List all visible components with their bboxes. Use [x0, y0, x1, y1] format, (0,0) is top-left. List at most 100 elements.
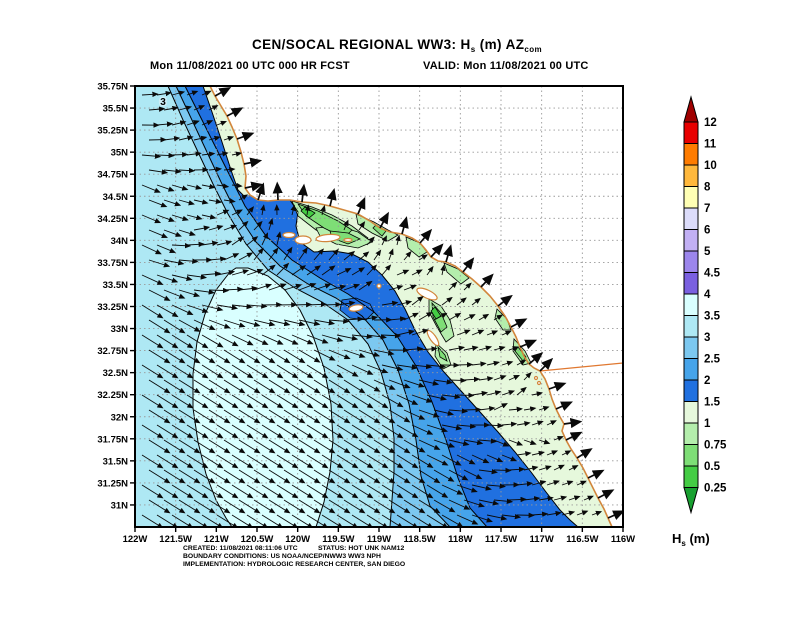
lon-tick-label: 118.5W — [404, 534, 436, 545]
colorbar-cell — [684, 273, 698, 295]
colorbar-over-arrow — [684, 97, 698, 122]
colorbar-cell — [684, 337, 698, 359]
lat-tick-label: 33N — [111, 324, 129, 335]
colorbar-tick-label: 1 — [704, 418, 711, 430]
colorbar-cell — [684, 122, 698, 144]
colorbar-tick-label: 0.5 — [704, 461, 721, 473]
colorbar-tick-label: 4.5 — [704, 268, 721, 280]
island — [535, 377, 538, 380]
colorbar-cell — [684, 423, 698, 445]
colorbar-tick-label: 1.5 — [704, 397, 721, 409]
lat-tick-label: 35.5N — [103, 104, 128, 115]
us-mexico-border — [540, 363, 623, 371]
colorbar-tick-label: 0.75 — [704, 440, 727, 452]
colorbar-title: Hs (m) — [672, 531, 710, 548]
lat-tick-label: 35N — [111, 148, 129, 159]
coastal-wave-arrow — [446, 247, 451, 262]
boundary-conditions-text: BOUNDARY CONDITIONS: US NOAA/NCEP/NWW3 W… — [183, 553, 381, 560]
coastal-wave-arrow — [588, 471, 602, 478]
island — [344, 239, 352, 242]
coastal-wave-arrow — [431, 245, 442, 257]
plot-footer: CREATED: 11/08/2021 08:11:06 UTC STATUS:… — [183, 545, 405, 568]
lat-tick-label: 34.5N — [103, 192, 128, 203]
lon-tick-label: 120W — [285, 534, 310, 545]
lat-tick-label: 31.25N — [97, 478, 128, 489]
coastal-wave-arrow — [358, 199, 364, 214]
colorbar-tick-label: 3 — [704, 332, 710, 344]
lon-tick-label: 122W — [123, 534, 148, 545]
status-text: STATUS: HOT UNK NAM12 — [318, 545, 404, 552]
colorbar-cell — [684, 144, 698, 166]
lon-tick-label: 117.5W — [485, 534, 517, 545]
coastal-wave-arrow — [608, 512, 623, 518]
island — [538, 382, 541, 385]
colorbar-cell — [684, 251, 698, 273]
lat-tick-label: 35.75N — [97, 82, 128, 93]
colorbar-tick-label: 4 — [704, 289, 711, 301]
colorbar-cell — [684, 402, 698, 424]
colorbar-cell — [684, 316, 698, 338]
colorbar-tick-label: 2 — [704, 375, 710, 387]
lon-tick-label: 117W — [530, 534, 554, 545]
implementation-text: IMPLEMENTATION: HYDROLOGIC RESEARCH CENT… — [183, 561, 405, 568]
lon-tick-label: 116.5W — [566, 534, 598, 545]
page-title: CEN/SOCAL REGIONAL WW3: Hs (m) AZcom — [252, 37, 542, 54]
colorbar-under-arrow — [684, 488, 698, 513]
coastal-wave-arrow — [598, 491, 612, 498]
coastal-wave-arrow — [463, 259, 473, 272]
colorbar-tick-label: 10 — [704, 160, 717, 172]
coastal-wave-arrow — [302, 186, 304, 202]
colorbar-tick-label: 5 — [704, 246, 711, 258]
colorbar-tick-label: 8 — [704, 182, 711, 194]
coastal-wave-arrow — [529, 354, 541, 364]
coastal-wave-arrow — [520, 341, 535, 347]
lat-tick-label: 32.5N — [103, 368, 128, 379]
colorbar-cell — [684, 380, 698, 402]
island — [283, 233, 295, 238]
island — [377, 284, 381, 288]
coastal-wave-arrow — [277, 184, 278, 200]
colorbar-cell — [684, 359, 698, 381]
coastal-wave-arrow — [481, 275, 492, 287]
contour-label-3: 3 — [160, 97, 166, 108]
coastal-wave-arrow — [566, 433, 580, 440]
lat-tick-label: 34.25N — [97, 214, 128, 225]
colorbar-tick-label: 12 — [704, 117, 717, 129]
coastal-wave-arrow — [549, 384, 564, 389]
coastal-wave-arrow — [511, 320, 525, 327]
coastal-wave-arrow — [330, 190, 334, 206]
colorbar-cell — [684, 187, 698, 209]
colorbar-tick-label: 11 — [704, 139, 717, 151]
coastal-wave-arrow — [402, 219, 406, 234]
lon-tick-label: 121W — [204, 534, 229, 545]
colorbar-tick-label: 6 — [704, 225, 710, 237]
lat-tick-label: 31N — [111, 500, 129, 511]
colorbar-tick-label: 3.5 — [704, 311, 721, 323]
coastal-wave-arrow — [564, 422, 580, 424]
colorbar-cell — [684, 208, 698, 230]
coastal-wave-arrow — [245, 185, 261, 188]
lat-tick-label: 33.25N — [97, 302, 128, 313]
valid-time-label: VALID: Mon 11/08/2021 00 UTC — [423, 60, 589, 72]
lat-tick-label: 35.25N — [97, 126, 128, 137]
lon-tick-label: 116W — [611, 534, 635, 545]
coastal-wave-arrow — [215, 88, 229, 96]
coastal-wave-arrow — [380, 214, 388, 228]
coastal-wave-arrow — [258, 185, 263, 200]
colorbar-cell — [684, 294, 698, 316]
lat-tick-label: 34N — [111, 236, 129, 247]
lat-tick-label: 31.5N — [103, 456, 128, 467]
colorbar-cell — [684, 466, 698, 488]
lon-tick-label: 118W — [448, 534, 472, 545]
colorbar-tick-label: 7 — [704, 203, 710, 215]
coastal-wave-arrow — [498, 296, 511, 306]
created-text: CREATED: 11/08/2021 08:11:06 UTC — [183, 545, 298, 552]
coastal-wave-arrow — [237, 134, 252, 139]
lon-tick-label: 121.5W — [159, 534, 192, 545]
coastal-wave-arrow — [227, 109, 241, 116]
lat-tick-label: 33.75N — [97, 258, 128, 269]
lon-tick-label: 119W — [367, 534, 391, 545]
lon-tick-label: 119.5W — [322, 534, 354, 545]
colorbar-cell — [684, 165, 698, 187]
